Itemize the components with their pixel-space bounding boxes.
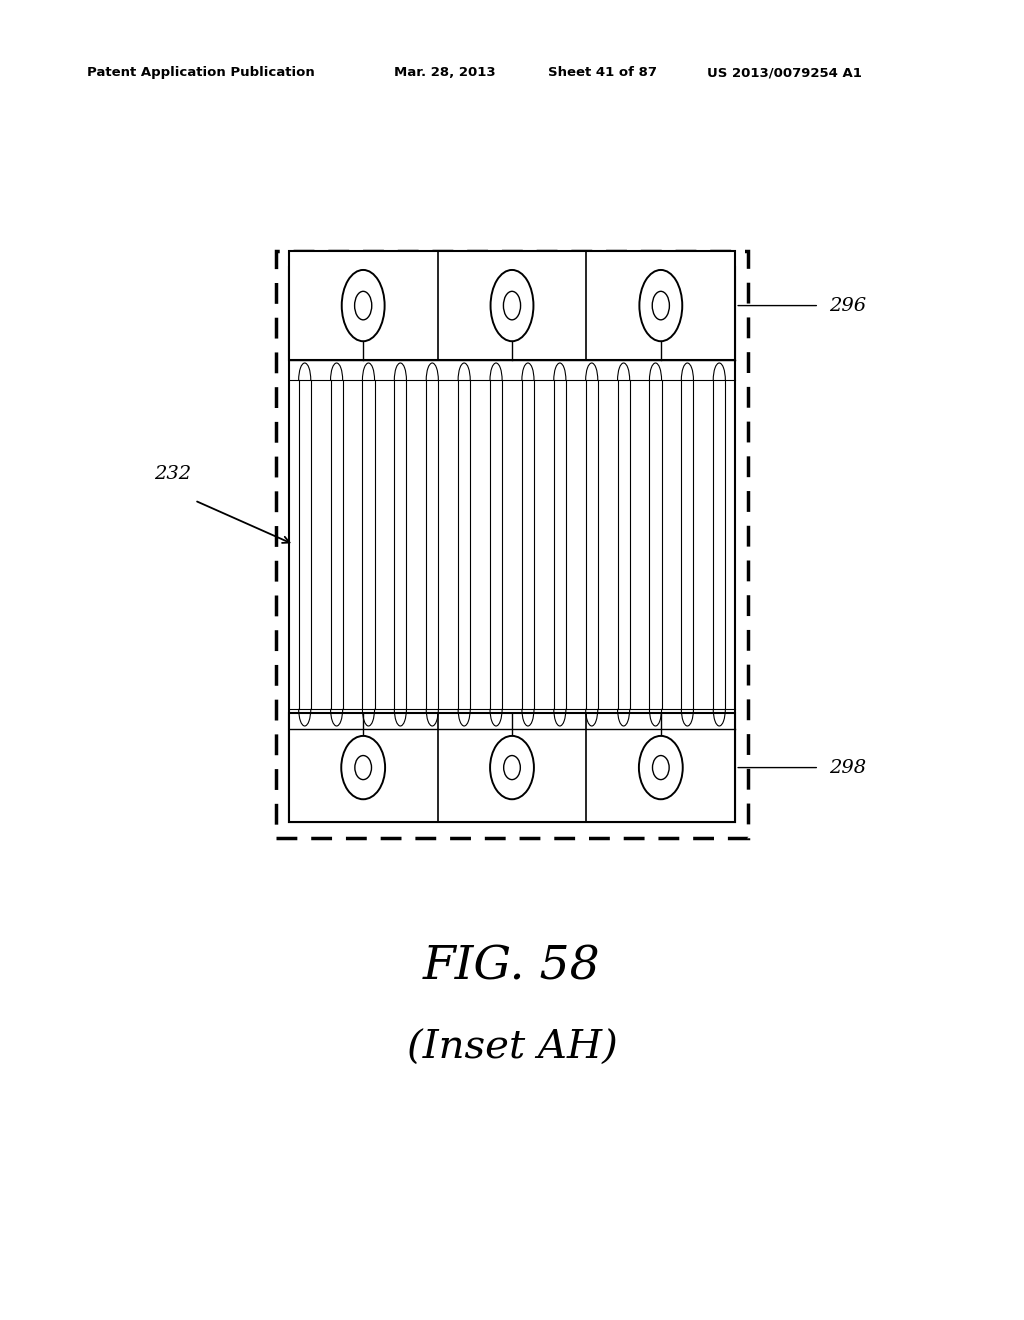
Bar	[289, 267, 735, 822]
Text: Mar. 28, 2013: Mar. 28, 2013	[394, 66, 496, 79]
Ellipse shape	[504, 755, 520, 780]
Bar	[276, 251, 748, 838]
Text: (Inset AH): (Inset AH)	[407, 1030, 617, 1067]
Text: Patent Application Publication: Patent Application Publication	[87, 66, 314, 79]
Bar	[289, 713, 735, 822]
Ellipse shape	[639, 737, 683, 799]
Ellipse shape	[354, 292, 372, 319]
Text: US 2013/0079254 A1: US 2013/0079254 A1	[707, 66, 861, 79]
Ellipse shape	[490, 269, 534, 341]
Ellipse shape	[342, 269, 385, 341]
Text: 298: 298	[829, 759, 866, 776]
Ellipse shape	[341, 737, 385, 799]
Text: 296: 296	[829, 297, 866, 314]
Text: 232: 232	[154, 465, 190, 483]
Text: FIG. 58: FIG. 58	[423, 944, 601, 989]
Ellipse shape	[504, 292, 520, 319]
Ellipse shape	[652, 292, 670, 319]
Bar	[289, 251, 735, 360]
Ellipse shape	[490, 737, 534, 799]
Ellipse shape	[639, 269, 682, 341]
Ellipse shape	[355, 755, 372, 780]
Text: Sheet 41 of 87: Sheet 41 of 87	[548, 66, 656, 79]
Ellipse shape	[652, 755, 669, 780]
